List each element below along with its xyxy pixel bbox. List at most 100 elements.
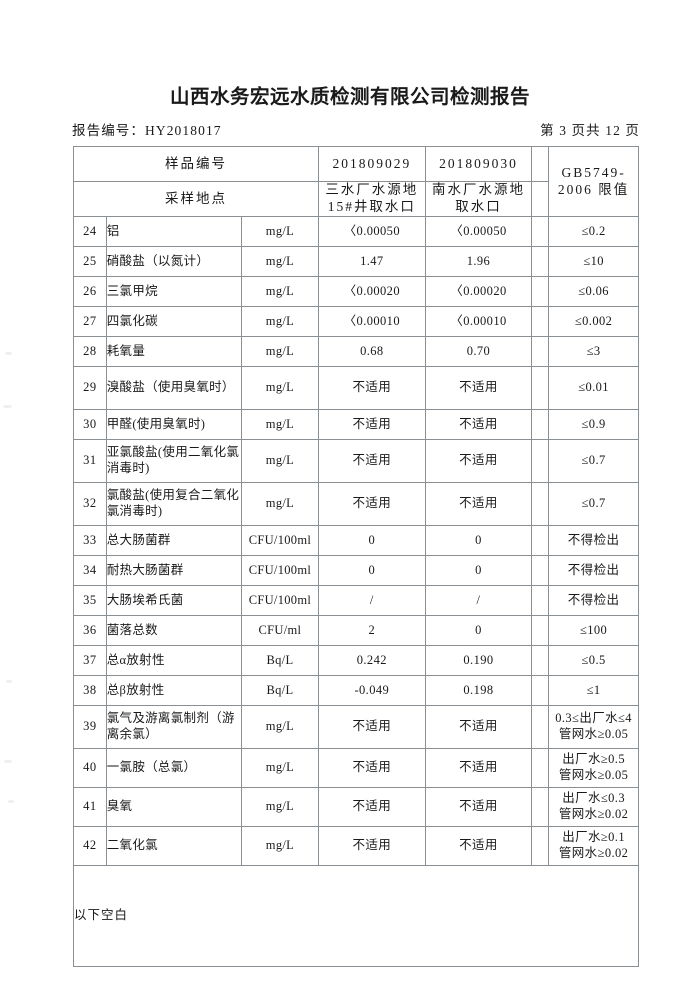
unit: mg/L bbox=[240, 409, 319, 440]
table-row: 24 铝 mg/L 〈0.00050 〈0.00050 ≤0.2 bbox=[73, 216, 639, 247]
row-number: 33 bbox=[73, 525, 107, 556]
sampling-site-2: 南水厂水源地取水口 bbox=[424, 181, 533, 217]
result-value-sample-1: / bbox=[317, 585, 426, 616]
unit: mg/L bbox=[240, 705, 319, 749]
row-number: 26 bbox=[73, 276, 107, 307]
scan-gap-column bbox=[531, 645, 550, 676]
row-number: 31 bbox=[73, 439, 107, 483]
result-value-sample-2: 不适用 bbox=[424, 787, 533, 827]
result-value-sample-1: 〈0.00020 bbox=[317, 276, 426, 307]
result-value-sample-1: 〈0.00010 bbox=[317, 306, 426, 337]
row-number: 27 bbox=[73, 306, 107, 337]
scan-gap-column bbox=[531, 748, 550, 788]
result-value-sample-2: 〈0.00010 bbox=[424, 306, 533, 337]
row-number: 37 bbox=[73, 645, 107, 676]
standard-limit-value: ≤0.002 bbox=[548, 306, 639, 337]
parameter-name-text: 三氯甲烷 bbox=[106, 283, 158, 298]
parameter-name: 硝酸盐（以氮计） bbox=[105, 246, 242, 277]
parameter-name-text: 氯酸盐(使用复合二氧化氯消毒时) bbox=[106, 488, 240, 518]
table-row: 25 硝酸盐（以氮计） mg/L 1.47 1.96 ≤10 bbox=[73, 246, 639, 277]
parameter-name: 一氯胺（总氯） bbox=[105, 748, 242, 788]
unit: CFU/100ml bbox=[240, 585, 319, 616]
result-value-sample-1: 0 bbox=[317, 555, 426, 586]
parameter-name-text: 总β放射性 bbox=[106, 682, 165, 697]
scan-gap-column bbox=[531, 181, 550, 217]
standard-limit-value: 出厂水≥0.5 管网水≥0.05 bbox=[548, 748, 639, 788]
scan-gap-column bbox=[531, 276, 550, 307]
parameter-name: 铝 bbox=[105, 216, 242, 247]
unit: mg/L bbox=[240, 276, 319, 307]
parameter-name: 氯气及游离氯制剂（游离余氯） bbox=[105, 705, 242, 749]
result-value-sample-2: 1.96 bbox=[424, 246, 533, 277]
table-row: 34 耐热大肠菌群 CFU/100ml 0 0 不得检出 bbox=[73, 555, 639, 586]
parameter-name-text: 铝 bbox=[106, 223, 120, 238]
row-number: 28 bbox=[73, 336, 107, 367]
result-value-sample-1: -0.049 bbox=[317, 675, 426, 706]
report-meta: 报告编号：HY2018017 第 3 页共 12 页 bbox=[72, 119, 640, 139]
table-row: 27 四氯化碳 mg/L 〈0.00010 〈0.00010 ≤0.002 bbox=[73, 306, 639, 337]
results-table-wrapper: 样品编号 201809029 201809030 GB5749- 2006 限值… bbox=[73, 146, 639, 967]
result-value-sample-2: 不适用 bbox=[424, 366, 533, 410]
scan-gap-column bbox=[531, 826, 550, 866]
standard-limit-value: ≤0.06 bbox=[548, 276, 639, 307]
standard-limit-value: 不得检出 bbox=[548, 585, 639, 616]
result-value-sample-2: 0 bbox=[424, 555, 533, 586]
table-row: 28 耗氧量 mg/L 0.68 0.70 ≤3 bbox=[73, 336, 639, 367]
standard-limit-line: 0.3≤出厂水≤4 bbox=[555, 711, 632, 726]
parameter-name-text: 耐热大肠菌群 bbox=[106, 562, 184, 577]
page-indicator: 第 3 页共 12 页 bbox=[540, 123, 640, 138]
parameter-name-text: 二氧化氯 bbox=[106, 838, 158, 853]
table-row: 42 二氧化氯 mg/L 不适用 不适用 出厂水≥0.1 管网水≥0.02 bbox=[73, 826, 639, 866]
result-value-sample-1: 不适用 bbox=[317, 748, 426, 788]
table-row: 30 甲醛(使用臭氧时) mg/L 不适用 不适用 ≤0.9 bbox=[73, 409, 639, 440]
standard-limit-value: ≤0.7 bbox=[548, 439, 639, 483]
unit: mg/L bbox=[240, 787, 319, 827]
scan-artifact bbox=[6, 680, 12, 683]
scan-gap-column bbox=[531, 555, 550, 586]
parameter-name-text: 臭氧 bbox=[106, 799, 133, 814]
unit: Bq/L bbox=[240, 675, 319, 706]
scan-gap-column bbox=[531, 787, 550, 827]
standard-limit-line: 管网水≥0.02 bbox=[558, 807, 629, 821]
scan-artifact bbox=[3, 405, 12, 408]
table-row: 38 总β放射性 Bq/L -0.049 0.198 ≤1 bbox=[73, 675, 639, 706]
parameter-name-text: 耗氧量 bbox=[106, 343, 146, 358]
scan-gap-column bbox=[531, 146, 550, 182]
row-number: 32 bbox=[73, 482, 107, 526]
row-number: 42 bbox=[73, 826, 107, 866]
unit: CFU/100ml bbox=[240, 555, 319, 586]
scan-artifact bbox=[8, 800, 14, 803]
unit: mg/L bbox=[240, 439, 319, 483]
parameter-name: 大肠埃希氏菌 bbox=[105, 585, 242, 616]
unit: mg/L bbox=[240, 748, 319, 788]
scan-gap-column bbox=[531, 216, 550, 247]
row-number: 40 bbox=[73, 748, 107, 788]
result-value-sample-2: 0.190 bbox=[424, 645, 533, 676]
standard-limit-value: ≤3 bbox=[548, 336, 639, 367]
parameter-name: 总β放射性 bbox=[105, 675, 242, 706]
sampling-site-1: 三水厂水源地15#井取水口 bbox=[317, 181, 426, 217]
sample-no-label: 样品编号 bbox=[73, 146, 319, 182]
parameter-name-text: 硝酸盐（以氮计） bbox=[106, 253, 210, 268]
row-number: 29 bbox=[73, 366, 107, 410]
table-row: 37 总α放射性 Bq/L 0.242 0.190 ≤0.5 bbox=[73, 645, 639, 676]
result-value-sample-2: 不适用 bbox=[424, 439, 533, 483]
result-value-sample-2: 不适用 bbox=[424, 482, 533, 526]
result-value-sample-1: 不适用 bbox=[317, 366, 426, 410]
result-value-sample-1: 1.47 bbox=[317, 246, 426, 277]
unit: CFU/100ml bbox=[240, 525, 319, 556]
parameter-name: 菌落总数 bbox=[105, 615, 242, 646]
standard-limit-value: ≤1 bbox=[548, 675, 639, 706]
table-header-sampling-site: 采样地点 三水厂水源地15#井取水口 南水厂水源地取水口 bbox=[73, 181, 639, 217]
parameter-name-text: 亚氯酸盐(使用二氧化氯消毒时) bbox=[106, 445, 240, 475]
result-value-sample-1: 不适用 bbox=[317, 705, 426, 749]
result-value-sample-2: 0 bbox=[424, 615, 533, 646]
result-value-sample-2: 〈0.00020 bbox=[424, 276, 533, 307]
scan-gap-column bbox=[531, 366, 550, 410]
standard-limit-value: 不得检出 bbox=[548, 555, 639, 586]
result-value-sample-1: 不适用 bbox=[317, 826, 426, 866]
standard-limit-line: 管网水≥0.02 bbox=[558, 846, 629, 860]
result-value-sample-2: 0 bbox=[424, 525, 533, 556]
scan-gap-column bbox=[531, 482, 550, 526]
table-row: 40 一氯胺（总氯） mg/L 不适用 不适用 出厂水≥0.5 管网水≥0.05 bbox=[73, 748, 639, 788]
